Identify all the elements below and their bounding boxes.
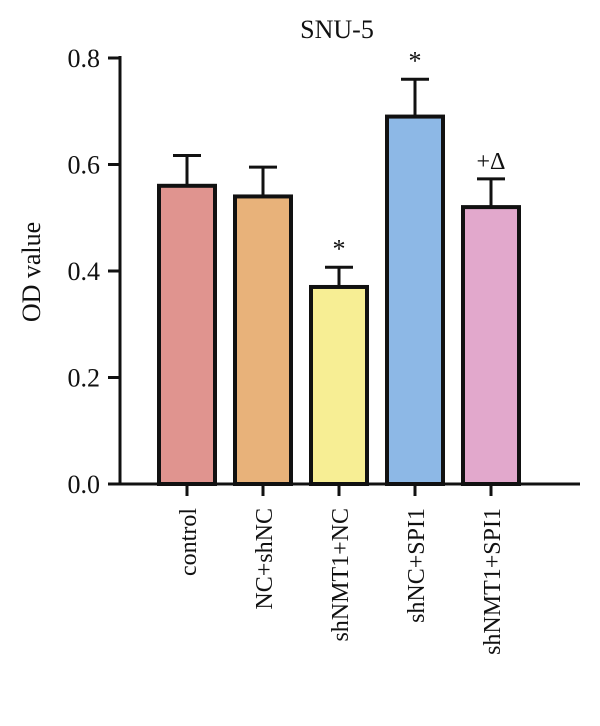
bar-2 [309,284,369,486]
annotations-group: * * +Δ [333,46,506,263]
y-tick-label-3: 0.6 [68,151,101,180]
y-tick-label-1: 0.2 [68,364,101,393]
x-tick-label-2: shNMT1+NC [328,508,354,642]
y-axis-label: OD value [17,222,46,322]
chart-title: SNU-5 [300,15,374,44]
bar-1 [233,194,293,486]
axes-group: 0.0 0.2 0.4 0.6 0.8 [68,44,580,499]
y-tick-label-2: 0.4 [68,257,101,286]
bar-3 [385,114,445,486]
y-tick-label-4: 0.8 [68,44,101,73]
bar-annotation-3: * [409,46,422,75]
bar-4 [461,205,521,486]
bar-0 [157,183,217,487]
y-tick-label-0: 0.0 [68,470,101,499]
bar-annotation-4: +Δ [477,149,506,175]
error-bars-group [173,77,505,287]
x-tick-label-0: control [176,508,202,576]
x-tick-label-4: shNMT1+SPI1 [480,508,506,655]
x-tick-label-3: shNC+SPI1 [404,508,430,623]
bar-annotation-2: * [333,234,346,263]
bars-group [157,114,521,487]
x-tick-label-1: NC+shNC [252,508,278,610]
x-tick-labels-group: control NC+shNC shNMT1+NC shNC+SPI1 shNMT1+S… [176,508,506,655]
